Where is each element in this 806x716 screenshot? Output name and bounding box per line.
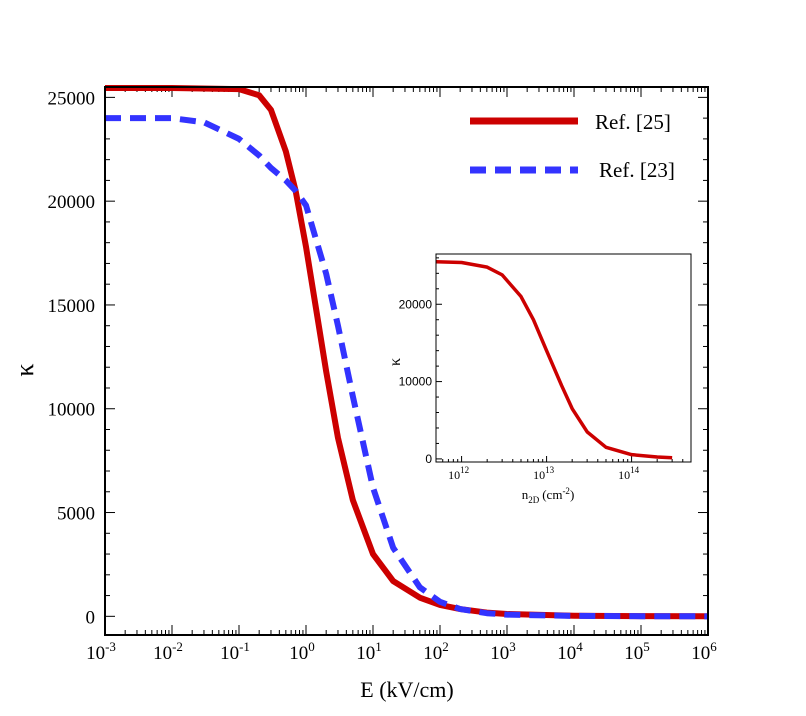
- x-tick-exponent: 12: [460, 465, 469, 475]
- x-tick-mantissa: 10: [691, 643, 710, 664]
- main-plot-frame: [104, 86, 709, 636]
- inset-series-layer: [435, 259, 673, 460]
- inset-y-tick-labels: 0 10000 20000: [399, 297, 433, 466]
- inset-x-tick-labels: 1012 1013 1014: [448, 465, 639, 482]
- series-line-inset: [435, 259, 673, 460]
- main-y-axis-label: κ: [10, 363, 39, 376]
- x-tick-mantissa: 10: [533, 468, 545, 482]
- x-tick-exponent: 3: [509, 639, 516, 654]
- inset-plot-frame: [435, 253, 692, 463]
- y-tick-label: 0: [86, 607, 96, 628]
- x-tick-mantissa: 10: [356, 643, 375, 664]
- x-tick-label: 102: [423, 639, 449, 664]
- x-tick-label: 10-2: [153, 639, 183, 664]
- inset-x-label-sub: 2D: [528, 495, 540, 505]
- x-tick-mantissa: 10: [423, 643, 442, 664]
- x-tick-exponent: -1: [239, 639, 250, 654]
- x-tick-exponent: 13: [545, 465, 555, 475]
- x-tick-mantissa: 10: [490, 643, 509, 664]
- y-tick-label: 25000: [48, 88, 96, 109]
- x-tick-mantissa: 10: [557, 643, 576, 664]
- inset-x-label-unit: (cm: [542, 487, 562, 502]
- y-tick-label: 10000: [399, 375, 433, 389]
- y-tick-label: 10000: [48, 400, 96, 421]
- y-tick-label: 20000: [48, 192, 96, 213]
- series-line-ref-23-: [105, 115, 709, 620]
- legend: Ref. [25] Ref. [23]: [470, 110, 675, 182]
- main-x-axis-label: E (kV/cm): [360, 677, 453, 702]
- x-tick-label: 100: [289, 639, 315, 664]
- x-tick-mantissa: 10: [624, 643, 643, 664]
- x-tick-mantissa: 10: [289, 643, 308, 664]
- y-tick-label: 0: [425, 452, 432, 466]
- x-tick-label: 104: [557, 639, 583, 664]
- main-series-layer: [105, 85, 709, 620]
- x-tick-label: 101: [356, 639, 382, 664]
- series-line-ref-25-: [105, 85, 709, 620]
- inset-x-label-n: n: [522, 487, 529, 502]
- x-tick-exponent: 1: [375, 639, 382, 654]
- legend-label-ref25: Ref. [25]: [595, 110, 671, 134]
- x-tick-exponent: 6: [710, 639, 717, 654]
- x-tick-mantissa: 10: [618, 468, 630, 482]
- legend-label-ref23: Ref. [23]: [599, 158, 675, 182]
- x-tick-label: 10-1: [220, 639, 250, 664]
- inset-y-axis-label: κ: [387, 358, 404, 366]
- x-tick-exponent: 14: [630, 465, 640, 475]
- y-tick-label: 20000: [399, 297, 433, 311]
- x-tick-label: 1013: [533, 465, 555, 482]
- x-tick-label: 1012: [448, 465, 469, 482]
- x-tick-mantissa: 10: [153, 643, 172, 664]
- main-y-tick-labels: 0 5000 10000 15000 20000 25000: [48, 88, 96, 628]
- x-tick-label: 106: [691, 639, 717, 664]
- x-tick-exponent: -2: [172, 639, 183, 654]
- x-tick-label: 1014: [618, 465, 640, 482]
- inset-x-axis-label: n2D (cm-2): [522, 486, 575, 505]
- x-tick-mantissa: 10: [448, 468, 460, 482]
- inset-x-label-unit-exp: -2: [562, 486, 570, 496]
- y-tick-label: 5000: [57, 504, 95, 525]
- x-tick-exponent: 0: [308, 639, 315, 654]
- x-tick-exponent: 2: [442, 639, 449, 654]
- x-tick-label: 10-3: [86, 639, 116, 664]
- x-tick-label: 103: [490, 639, 516, 664]
- x-tick-mantissa: 10: [220, 643, 239, 664]
- x-tick-exponent: -3: [105, 639, 116, 654]
- main-x-tick-labels: 10-3 10-2 10-1 100 101 102 103 104 105 106: [86, 639, 717, 664]
- inset-x-label-unit-close: ): [570, 487, 574, 502]
- inset-background: [436, 254, 691, 462]
- x-tick-exponent: 4: [576, 639, 583, 654]
- y-tick-label: 15000: [48, 296, 96, 317]
- x-tick-mantissa: 10: [86, 643, 105, 664]
- x-tick-label: 105: [624, 639, 650, 664]
- x-tick-exponent: 5: [643, 639, 650, 654]
